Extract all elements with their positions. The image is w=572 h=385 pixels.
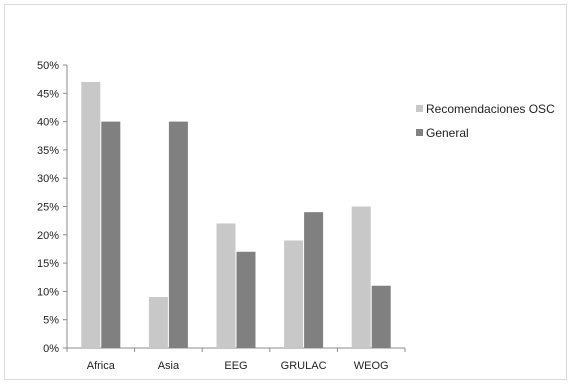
x-tick-label: GRULAC xyxy=(281,360,327,372)
legend-swatch xyxy=(416,129,423,136)
bar-general xyxy=(236,251,256,348)
y-tick-label: 30% xyxy=(37,173,59,185)
legend-label: Recomendaciones OSC xyxy=(426,102,555,116)
y-tick-label: 10% xyxy=(37,286,59,298)
bar-recomendaciones xyxy=(351,206,371,348)
y-tick-label: 35% xyxy=(37,145,59,157)
x-tick-label: Africa xyxy=(87,360,116,372)
y-axis: 0% 5% 10% 15% 20% 25% 30% 35% 40% 45% 50% xyxy=(37,60,68,355)
x-tick-label: Asia xyxy=(158,360,180,372)
bar-general xyxy=(304,212,324,348)
legend-swatch xyxy=(416,105,423,112)
y-tick-label: 45% xyxy=(37,88,59,100)
bar-general xyxy=(101,121,121,348)
legend-label: General xyxy=(426,126,469,140)
y-tick-label: 40% xyxy=(37,117,59,129)
x-axis: Africa Asia EEG GRULAC WEOG xyxy=(66,347,406,372)
bar-general xyxy=(168,121,188,348)
y-tick-label: 0% xyxy=(43,343,59,355)
y-tick-label: 25% xyxy=(37,202,59,214)
y-tick-label: 5% xyxy=(43,315,59,327)
x-tick-label: EEG xyxy=(224,360,247,372)
x-tick-label: WEOG xyxy=(354,360,389,372)
bars xyxy=(81,81,391,348)
bar-recomendaciones xyxy=(216,223,236,348)
y-tick-label: 20% xyxy=(37,230,59,242)
bar-recomendaciones xyxy=(284,240,304,348)
legend: Recomendaciones OSC General xyxy=(416,102,555,140)
y-tick-label: 15% xyxy=(37,258,59,270)
bar-recomendaciones xyxy=(81,81,101,348)
bar-recomendaciones xyxy=(148,297,168,348)
y-tick-label: 50% xyxy=(37,60,59,72)
bar-general xyxy=(371,285,391,348)
